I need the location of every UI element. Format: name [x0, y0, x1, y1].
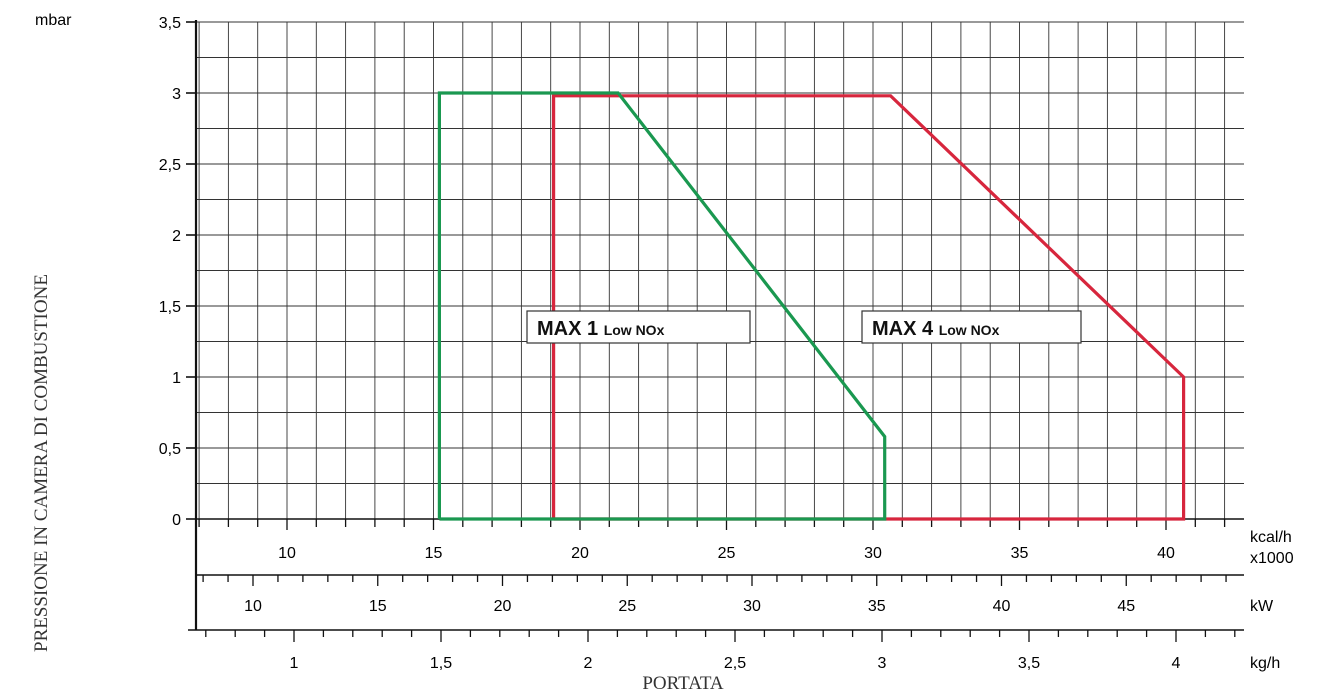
legend-label-sub: Low NOx: [604, 322, 665, 338]
kw-tick-label: 40: [993, 598, 1011, 615]
y-tick-label: 0: [172, 512, 181, 529]
y-tick-label: 2,5: [159, 157, 181, 174]
legend-label-main: MAX 1: [537, 318, 604, 340]
kcal-tick-label: 15: [425, 545, 443, 562]
kw-tick-label: 35: [868, 598, 886, 615]
kcal-tick-label: 35: [1011, 545, 1029, 562]
kcal-unit-label: kcal/h: [1250, 529, 1292, 546]
kgh-tick-label: 3,5: [1018, 655, 1040, 672]
kgh-tick-label: 2: [584, 655, 593, 672]
kgh-tick-label: 4: [1172, 655, 1181, 672]
y-tick-label: 1,5: [159, 299, 181, 316]
kcal-tick-label: 30: [864, 545, 882, 562]
y-tick-label: 1: [172, 370, 181, 387]
legend-label-max1: MAX 1 Low NOx: [537, 318, 665, 340]
y-tick-label: 3: [172, 86, 181, 103]
kw-tick-label: 45: [1117, 598, 1135, 615]
legend-label-main: MAX 4: [872, 318, 939, 340]
kgh-tick-label: 1,5: [430, 655, 452, 672]
kcal-tick-label: 20: [571, 545, 589, 562]
axes: 0 0,5 1 1,5 2 2,5 3 3,5: [159, 15, 198, 630]
series-line-max1: [437, 91, 887, 521]
legend-label-sub: Low NOx: [939, 322, 1000, 338]
x-axis-title: PORTATA: [642, 673, 724, 692]
y-tick-label: 3,5: [159, 15, 181, 32]
kw-tick-label: 20: [494, 598, 512, 615]
y-axis-title: PRESSIONE IN CAMERA DI COMBUSTIONE: [31, 274, 52, 652]
kw-tick-label: 30: [743, 598, 761, 615]
kgh-tick-label: 1: [290, 655, 299, 672]
kw-tick-label: 10: [244, 598, 262, 615]
grid: [196, 21, 1244, 520]
kcal-unit-multiplier: x1000: [1250, 550, 1294, 567]
series-layer: [437, 91, 1186, 521]
y-tick-label: 0,5: [159, 441, 181, 458]
kw-tick-label: 15: [369, 598, 387, 615]
legend-label-max4: MAX 4 Low NOx: [872, 318, 1000, 340]
kgh-tick-label: 3: [878, 655, 887, 672]
x-axis-bands: 10 15 20 25 30 35 40 kcal/h x1000 10 15 20 25 30 35 40 4…: [188, 518, 1294, 672]
legend-box-max4: [861, 310, 1082, 344]
kcal-tick-label: 25: [718, 545, 736, 562]
kw-unit-label: kW: [1250, 598, 1274, 615]
series-labels: MAX 1 Low NOx MAX 4 Low NOx: [526, 310, 1082, 344]
series-line-max4: [551, 94, 1186, 521]
kw-tick-label: 25: [618, 598, 636, 615]
y-unit-label: mbar: [35, 12, 72, 29]
kcal-tick-label: 10: [278, 545, 296, 562]
y-tick-label: 2: [172, 228, 181, 245]
legend-box-max1: [526, 310, 751, 344]
kgh-unit-label: kg/h: [1250, 655, 1280, 672]
kcal-tick-label: 40: [1157, 545, 1175, 562]
kgh-tick-label: 2,5: [724, 655, 746, 672]
